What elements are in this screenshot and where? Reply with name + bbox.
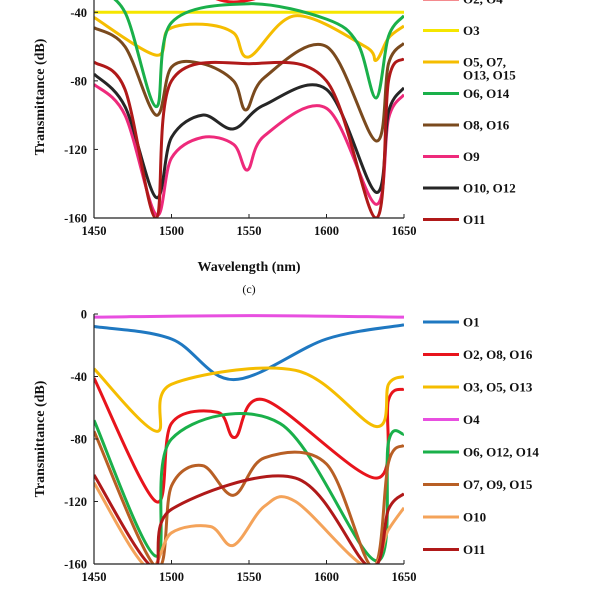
series-line-bottom-5 bbox=[94, 430, 404, 564]
legend-label: O1 bbox=[463, 315, 480, 330]
series-line-bottom-7 bbox=[94, 474, 404, 564]
x-tick-label: 1500 bbox=[159, 570, 184, 584]
y-tick-label: 0 bbox=[81, 308, 87, 322]
series-line-bottom-1 bbox=[94, 377, 404, 504]
legend-label: O6, O12, O14 bbox=[463, 445, 539, 460]
y-tick-label: -40 bbox=[70, 6, 87, 20]
x-tick-label: 1450 bbox=[82, 224, 107, 238]
y-axis-title: Transmittance (dB) bbox=[33, 38, 48, 155]
legend-label: O13, O15 bbox=[463, 68, 516, 83]
series-line-top-7 bbox=[94, 57, 404, 218]
series-group bbox=[94, 314, 404, 564]
legend-label: O2, O8, O16 bbox=[463, 347, 533, 362]
y-tick-label: -40 bbox=[70, 370, 87, 384]
y-axis-title: Transmittance (dB) bbox=[33, 380, 48, 497]
x-tick-label: 1600 bbox=[314, 570, 339, 584]
x-tick-label: 1450 bbox=[82, 570, 107, 584]
legend-label: O8, O16 bbox=[463, 118, 510, 133]
y-tick-label: -80 bbox=[70, 433, 87, 447]
legend-label: O10, O12 bbox=[463, 181, 516, 196]
x-tick-label: 1650 bbox=[392, 570, 417, 584]
legend-label: O3 bbox=[463, 23, 480, 38]
legend-label: O10 bbox=[463, 510, 486, 525]
chart-panel-bottom: 1450 1500 1550 1600 1650 0 -40 -80 -120 -160 Trans… bbox=[33, 308, 539, 585]
x-tick-label: 1650 bbox=[392, 224, 417, 238]
series-line-bottom-2 bbox=[94, 366, 404, 433]
series-line-top-2 bbox=[94, 14, 404, 62]
y-tick-label: -80 bbox=[70, 74, 87, 88]
legend-label: O3, O5, O13 bbox=[463, 380, 533, 395]
legend: O2, O4 O3 O5, O7,O13, O15 O6, O14 O8, O16 O9 O… bbox=[423, 0, 516, 227]
legend-label: O11 bbox=[463, 542, 485, 557]
legend-label: O4 bbox=[463, 412, 480, 427]
x-axis-title: Wavelength (nm) bbox=[197, 260, 300, 275]
series-line-top-6 bbox=[94, 72, 404, 199]
series-line-top-0 bbox=[215, 0, 256, 4]
legend-label: O7, O9, O15 bbox=[463, 477, 533, 492]
x-tick-label: 1600 bbox=[314, 224, 339, 238]
series-line-top-3 bbox=[113, 0, 404, 109]
chart-panel-top: 1450 1500 1550 1600 1650 -40 -80 -120 -160 Transm… bbox=[33, 0, 516, 296]
y-tick-label: -160 bbox=[64, 212, 87, 226]
legend-label: O6, O14 bbox=[463, 86, 510, 101]
series-line-bottom-3 bbox=[94, 314, 404, 319]
panel-caption: (c) bbox=[242, 282, 255, 296]
series-line-bottom-0 bbox=[94, 323, 404, 382]
legend: O1 O2, O8, O16 O3, O5, O13 O4 O6, O12, O14 O7… bbox=[423, 315, 539, 557]
legend-label: O5, O7, bbox=[463, 55, 506, 70]
legend-label: O11 bbox=[463, 212, 485, 227]
y-tick-label: -160 bbox=[64, 558, 87, 572]
x-tick-label: 1550 bbox=[237, 224, 262, 238]
y-tick-label: -120 bbox=[64, 143, 87, 157]
x-tick-label: 1550 bbox=[237, 570, 262, 584]
series-line-top-4 bbox=[94, 26, 404, 143]
x-tick-label: 1500 bbox=[159, 224, 184, 238]
legend-label: O9 bbox=[463, 149, 480, 164]
series-group bbox=[94, 0, 404, 218]
legend-label: O2, O4 bbox=[463, 0, 503, 7]
y-tick-label: -120 bbox=[64, 495, 87, 509]
